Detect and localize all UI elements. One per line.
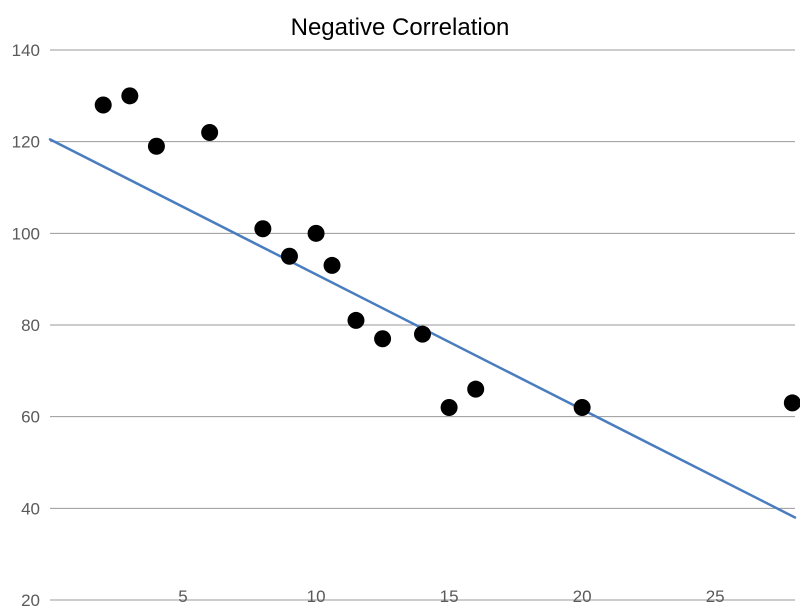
data-point [201,124,218,141]
data-point [414,326,431,343]
data-point [374,330,391,347]
y-tick-label: 120 [12,133,40,152]
y-tick-label: 100 [12,224,40,243]
y-tick-label: 20 [21,591,40,610]
y-tick-label: 140 [12,41,40,60]
data-point [347,312,364,329]
data-point [324,257,341,274]
data-point [148,138,165,155]
y-tick-label: 60 [21,408,40,427]
chart-plot-area: 20 40 60 80 100 120 140 5 10 15 20 25 [0,0,800,616]
y-tick-label: 40 [21,499,40,518]
x-tick-label: 15 [440,587,459,606]
data-point [95,97,112,114]
data-point [254,220,271,237]
chart-title: Negative Correlation [0,14,800,42]
x-tick-label: 20 [573,587,592,606]
data-point [308,225,325,242]
chart-background [0,0,800,616]
x-tick-label: 25 [706,587,725,606]
scatter-chart: Negative Correlation 20 40 60 80 100 120 140 5 1… [0,0,800,616]
data-point [281,248,298,265]
data-point [121,87,138,104]
y-tick-label: 80 [21,316,40,335]
x-tick-label: 5 [178,587,187,606]
data-point [467,381,484,398]
data-point [574,399,591,416]
x-tick-label: 10 [307,587,326,606]
data-point [441,399,458,416]
